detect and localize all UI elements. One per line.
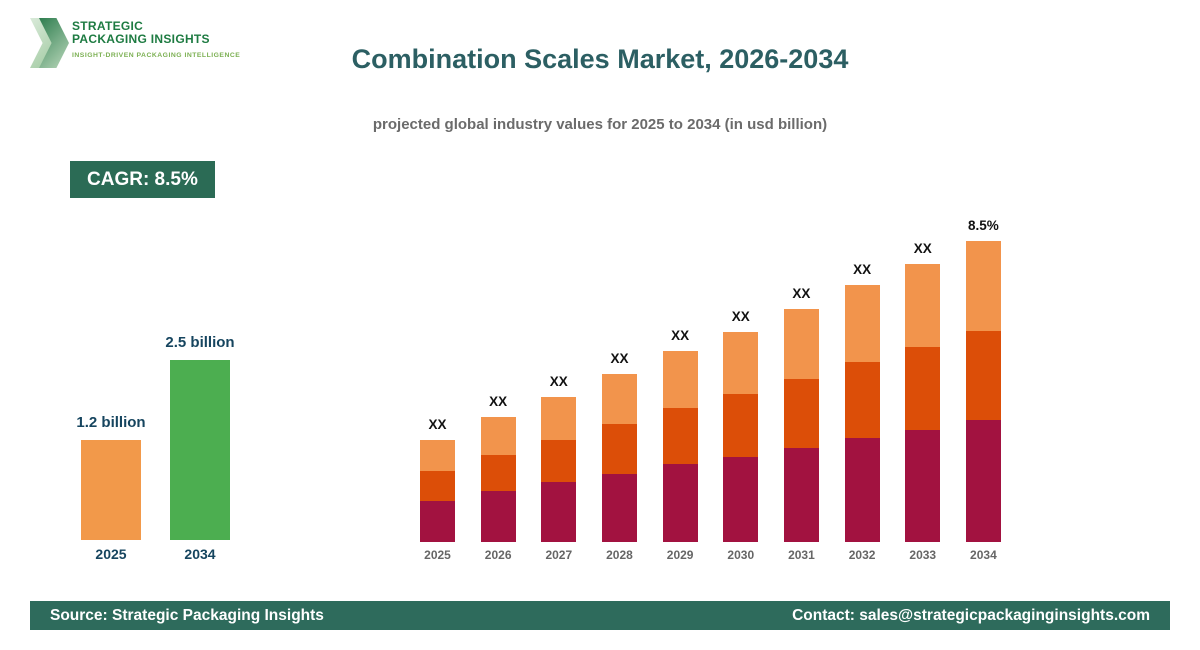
bar-2032-bottom-segment — [844, 438, 880, 542]
stacked-bar-column-2032: XX 2032 — [844, 262, 880, 563]
axis-label-2025: 2025 — [424, 548, 451, 562]
axis-label-2034: 2034 — [970, 548, 997, 562]
bar-2034-bottom-segment — [965, 420, 1001, 542]
bar-2031-top-segment — [783, 309, 819, 379]
bar-2026-middle-segment — [480, 455, 516, 491]
growth-summary-chart: 1.2 billion 2025 2.5 billion 2034 — [70, 320, 234, 563]
bar-top-label-2032: XX — [853, 262, 872, 277]
bar-2026-top-segment — [480, 417, 516, 455]
bar-2032-top-segment — [844, 285, 880, 362]
bar-2030-middle-segment — [723, 394, 759, 457]
brand-name-line2: PACKAGING INSIGHTS — [72, 32, 210, 46]
bar-top-label-2033: XX — [913, 241, 932, 256]
stacked-bar-column-2028: XX 2028 — [601, 351, 637, 563]
bar-2028-top-segment — [601, 374, 637, 424]
axis-label-2031: 2031 — [788, 548, 815, 562]
bar-2029-top-segment — [662, 351, 698, 408]
bar-2033-middle-segment — [905, 347, 941, 430]
cagr-badge: CAGR: 8.5% — [70, 161, 215, 198]
bar-2030-bottom-segment — [723, 457, 759, 542]
bar-2029-bottom-segment — [662, 464, 698, 542]
stacked-bar-column-2030: XX 2030 — [723, 309, 759, 563]
axis-label-2032: 2032 — [848, 548, 876, 562]
page-subtitle: projected global industry values for 202… — [372, 116, 828, 133]
stacked-bar-column-2033: XX 2033 — [905, 241, 941, 563]
page-title: Combination Scales Market, 2026-2034 — [351, 44, 849, 74]
summary-bar-column-2034: 2.5 billion 2034 — [165, 334, 234, 563]
bar-2028-middle-segment — [601, 424, 637, 474]
axis-label-2026: 2026 — [484, 548, 512, 562]
bar-2032-middle-segment — [844, 362, 880, 438]
bar-top-label-2026: XX — [489, 394, 508, 409]
bar-top-label-2025: XX — [428, 417, 447, 432]
summary-bar-2034 — [170, 360, 230, 540]
summary-bar-column-2025: 1.2 billion 2025 — [76, 414, 145, 563]
bar-2025-top-segment — [420, 440, 455, 471]
footer-bar: Source: Strategic Packaging Insights Con… — [30, 601, 1170, 630]
brand-tagline: INSIGHT-DRIVEN PACKAGING INTELLIGENCE — [72, 52, 241, 59]
bar-top-label-2028: XX — [610, 351, 629, 366]
summary-bar-2025 — [81, 440, 141, 540]
brand-logo: STRATEGIC PACKAGING INSIGHTS INSIGHT-DRI… — [30, 14, 290, 74]
stacked-bar-column-2031: XX 2031 — [783, 286, 819, 563]
bar-2025-bottom-segment — [420, 501, 455, 542]
footer-contact: Contact: sales@strategicpackaginginsight… — [792, 606, 1150, 624]
axis-label-2028: 2028 — [606, 548, 633, 562]
bar-2029-middle-segment — [662, 408, 698, 464]
footer-source: Source: Strategic Packaging Insights — [50, 606, 324, 624]
bar-value-label-2034: 2.5 billion — [165, 334, 235, 351]
bar-2027-bottom-segment — [541, 482, 577, 542]
axis-label-2027: 2027 — [545, 548, 573, 562]
bar-value-label-2025: 1.2 billion — [76, 414, 146, 431]
bar-2031-middle-segment — [783, 379, 819, 448]
projection-chart: XX 2025 XX 2026 XX 2027 XX 2028 XX 2029 XX 2030 XX 20… — [420, 195, 1001, 563]
stacked-bar-column-2027: XX 2027 — [541, 374, 577, 563]
stacked-bar-column-2029: XX 2029 — [662, 328, 698, 563]
axis-label-2029: 2029 — [666, 548, 694, 562]
bar-2027-top-segment — [541, 397, 577, 440]
bar-top-label-2031: XX — [792, 286, 811, 301]
bar-2034-middle-segment — [965, 331, 1001, 420]
summary-axis-label-2025: 2025 — [95, 546, 127, 562]
bar-2034-top-segment — [965, 241, 1001, 331]
bar-2030-top-segment — [723, 332, 759, 394]
brand-name-line1: STRATEGIC — [72, 19, 144, 33]
axis-label-2030: 2030 — [727, 548, 755, 562]
bar-top-label-2029: XX — [671, 328, 690, 343]
bar-2033-top-segment — [905, 264, 941, 347]
stacked-bar-column-2034: 8.5% 2034 — [965, 218, 1001, 563]
stacked-bar-column-2025: XX 2025 — [420, 417, 455, 563]
bar-2031-bottom-segment — [783, 448, 819, 542]
stacked-bar-column-2026: XX 2026 — [480, 394, 516, 563]
brand-text: STRATEGIC PACKAGING INSIGHTS INSIGHT-DRI… — [72, 19, 241, 60]
summary-axis-label-2034: 2034 — [184, 546, 216, 562]
bar-2028-bottom-segment — [601, 474, 637, 542]
bar-2025-middle-segment — [420, 471, 455, 501]
axis-label-2033: 2033 — [909, 548, 937, 562]
bar-top-label-2027: XX — [549, 374, 568, 389]
bar-top-label-2030: XX — [731, 309, 750, 324]
bar-2027-middle-segment — [541, 440, 577, 482]
bar-top-label-2034: 8.5% — [968, 218, 999, 233]
bar-2026-bottom-segment — [480, 491, 516, 542]
bar-2033-bottom-segment — [905, 430, 941, 542]
